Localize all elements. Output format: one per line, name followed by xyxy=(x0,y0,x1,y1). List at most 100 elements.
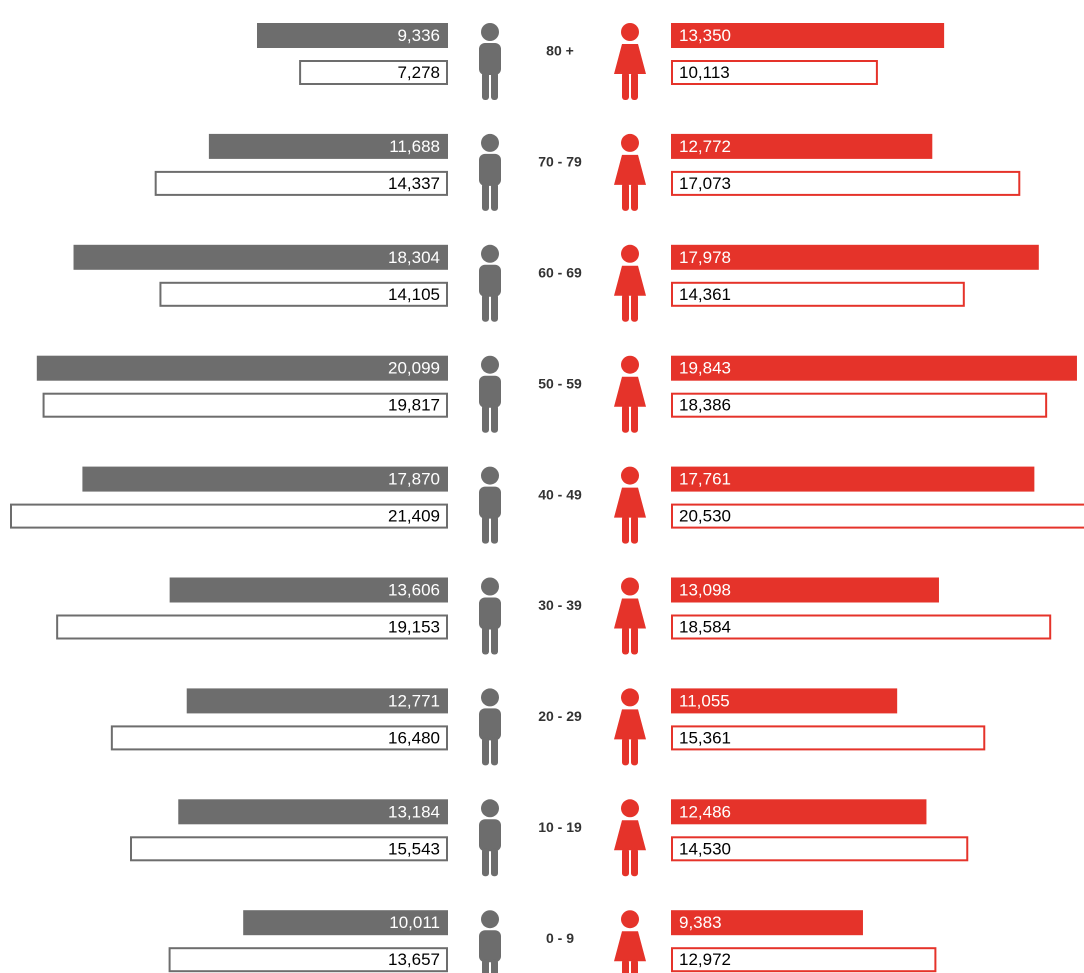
icon-leg xyxy=(622,182,629,211)
value-label: 18,386 xyxy=(679,396,731,415)
icon-leg xyxy=(482,848,489,877)
bar xyxy=(299,60,448,85)
bar xyxy=(671,836,969,862)
value-label: 13,184 xyxy=(388,802,440,821)
value-label: 19,153 xyxy=(388,617,440,636)
icon-leg xyxy=(491,959,498,973)
female-icon xyxy=(614,910,646,973)
value-label: 14,530 xyxy=(679,839,731,858)
icon-leg xyxy=(491,293,498,322)
female-icon xyxy=(614,133,646,211)
icon-body xyxy=(614,820,646,851)
age-label: 80 + xyxy=(546,43,574,59)
icon-leg xyxy=(482,72,489,100)
male-icon xyxy=(479,355,501,433)
icon-head xyxy=(481,577,499,596)
value-label: 17,761 xyxy=(679,470,731,489)
bar xyxy=(671,947,937,973)
bar xyxy=(110,725,449,751)
bar xyxy=(256,23,448,48)
icon-leg xyxy=(631,626,638,655)
value-label: 11,688 xyxy=(389,137,440,156)
male-icon xyxy=(479,244,501,322)
bar xyxy=(671,355,1077,381)
icon-body xyxy=(614,931,646,962)
female-icon xyxy=(614,244,646,322)
icon-head xyxy=(621,688,639,707)
age-label: 20 - 29 xyxy=(538,708,582,724)
icon-head xyxy=(621,133,639,152)
icon-leg xyxy=(491,72,498,100)
value-label: 20,530 xyxy=(679,507,731,526)
icon-head xyxy=(621,799,639,818)
value-label: 13,606 xyxy=(388,580,440,599)
icon-leg xyxy=(622,959,629,973)
female-icon xyxy=(614,577,646,655)
icon-leg xyxy=(622,515,629,544)
icon-leg xyxy=(482,737,489,766)
bar xyxy=(671,133,933,159)
icon-body xyxy=(479,597,501,630)
male-icon xyxy=(479,577,501,655)
icon-body xyxy=(614,154,646,185)
bar xyxy=(671,910,863,936)
icon-leg xyxy=(622,72,629,100)
bar xyxy=(671,614,1052,640)
bar xyxy=(671,688,898,714)
bar xyxy=(56,614,449,640)
value-label: 19,843 xyxy=(679,359,731,378)
icon-leg xyxy=(482,626,489,655)
bar xyxy=(159,281,448,307)
bar xyxy=(671,60,878,85)
bar xyxy=(73,244,448,270)
age-label: 30 - 39 xyxy=(538,597,582,613)
female-icon xyxy=(614,466,646,544)
bar xyxy=(82,466,448,492)
icon-body xyxy=(479,708,501,741)
value-label: 11,055 xyxy=(679,691,730,710)
icon-head xyxy=(481,355,499,374)
icon-leg xyxy=(491,404,498,433)
value-label: 14,361 xyxy=(679,285,731,304)
value-label: 17,978 xyxy=(679,248,731,267)
bar xyxy=(671,503,1084,529)
bar xyxy=(10,503,448,529)
icon-head xyxy=(621,466,639,485)
icon-leg xyxy=(482,404,489,433)
icon-leg xyxy=(482,182,489,211)
value-label: 12,771 xyxy=(388,691,440,710)
icon-body xyxy=(479,819,501,852)
icon-head xyxy=(481,466,499,485)
bar xyxy=(671,23,945,48)
icon-body xyxy=(479,930,501,963)
icon-leg xyxy=(631,959,638,973)
icon-leg xyxy=(622,848,629,877)
icon-leg xyxy=(491,737,498,766)
bar xyxy=(169,577,448,603)
male-icon xyxy=(479,688,501,766)
icon-head xyxy=(621,23,639,41)
bar xyxy=(130,836,448,862)
bar xyxy=(671,799,927,825)
icon-head xyxy=(481,244,499,263)
icon-head xyxy=(481,910,499,929)
icon-leg xyxy=(631,404,638,433)
bar xyxy=(671,392,1048,418)
bar xyxy=(208,133,448,159)
bar xyxy=(36,355,449,381)
age-label: 60 - 69 xyxy=(538,265,582,281)
bar xyxy=(671,725,986,751)
female-icon xyxy=(614,23,646,100)
value-label: 10,011 xyxy=(389,913,440,932)
value-label: 17,073 xyxy=(679,174,731,193)
value-label: 18,584 xyxy=(679,617,731,636)
icon-leg xyxy=(631,293,638,322)
age-label: 10 - 19 xyxy=(538,819,582,835)
icon-leg xyxy=(622,737,629,766)
value-label: 7,278 xyxy=(397,63,440,82)
icon-body xyxy=(614,376,646,407)
bar xyxy=(671,466,1035,492)
male-icon xyxy=(479,910,501,973)
icon-leg xyxy=(491,848,498,877)
